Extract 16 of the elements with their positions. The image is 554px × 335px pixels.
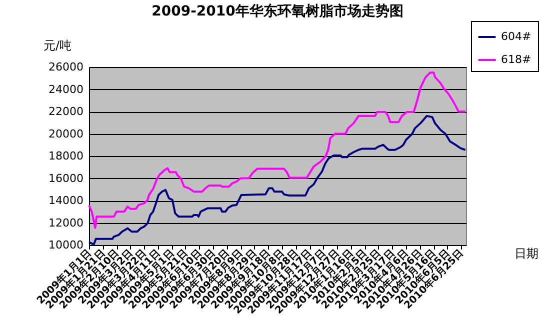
y-tick-label: 12000 [48,216,84,230]
y-tick-label: 10000 [48,238,84,252]
y-tick-label: 14000 [48,194,84,207]
y-tick-label: 24000 [48,82,84,96]
line-series [88,72,466,229]
legend-label: 618# [501,53,532,66]
line-series [88,114,466,246]
y-tick-label: 18000 [48,150,84,162]
legend-label: 604# [501,30,532,43]
y-tick-label: 20000 [48,127,84,140]
y-tick-label: 22000 [48,105,84,118]
y-axis-title: 元/吨 [43,38,72,52]
y-tick-label: 16000 [48,172,84,185]
x-axis-title: 日期 [514,246,538,260]
chart-title: 2009-2010年华东环氧树脂市场走势图 [152,2,404,20]
y-tick-label: 26000 [48,60,84,74]
